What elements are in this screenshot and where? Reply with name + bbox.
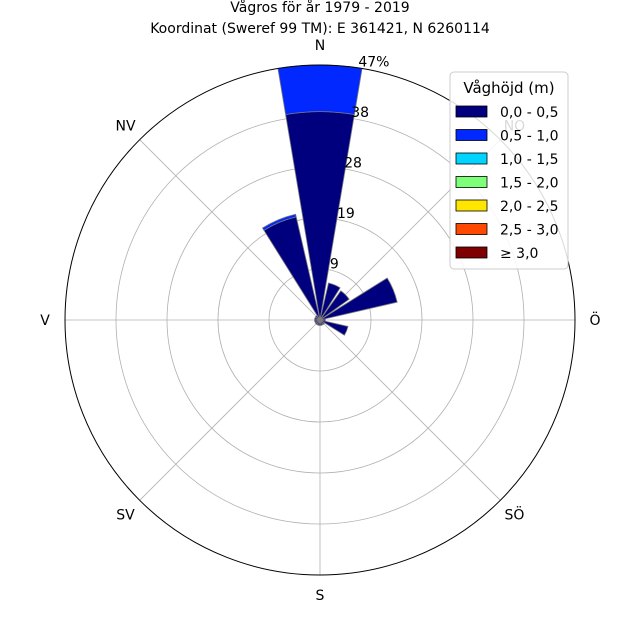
legend-swatch [455, 246, 488, 259]
legend-swatch [455, 105, 488, 118]
legend-label: 0,5 - 1,0 [500, 129, 558, 145]
legend-swatch [455, 152, 488, 165]
outer-circle [64, 64, 576, 576]
direction-label: SV [116, 507, 135, 523]
direction-labels: NNOÖSÖSSVVNV [40, 38, 600, 604]
legend-label: ≥ 3,0 [500, 246, 538, 262]
rose-bar-segment [319, 282, 341, 321]
rose-bar-segment [319, 319, 349, 336]
direction-label: NV [116, 119, 136, 135]
direction-label: N [315, 38, 325, 54]
legend: Våghöjd (m) 0,0 - 0,5 0,5 - 1,0 1,0 - 1,5 1… [449, 71, 569, 270]
legend-frame [449, 71, 569, 270]
direction-label: V [40, 313, 50, 329]
grid-spoke [319, 319, 501, 501]
legend-label: 1,0 - 1,5 [500, 152, 558, 168]
rose-bar-segment [319, 277, 398, 321]
chart-subtitle: Koordinat (Sweref 99 TM): E 361421, N 62… [150, 21, 490, 37]
radial-tick-label: 47% [358, 55, 389, 71]
direction-label: Ö [589, 311, 600, 329]
radial-tick-label: 38 [351, 105, 369, 121]
legend-swatch [455, 176, 488, 188]
direction-label: SÖ [505, 505, 525, 523]
radial-tick-label: 28 [344, 156, 362, 172]
radial-tick-label: 9 [330, 257, 339, 273]
legend-label: 1,5 - 2,0 [500, 176, 558, 192]
legend-label: 0,0 - 0,5 [500, 105, 558, 121]
legend-swatch [455, 199, 488, 212]
direction-label: S [316, 588, 325, 604]
radial-tick-labels: 9 19 28 38 47% [330, 55, 390, 273]
legend-swatch [455, 223, 488, 235]
radial-tick-label: 19 [337, 206, 355, 222]
rose-bar-segment [261, 213, 297, 231]
legend-title: Våghöjd (m) [463, 79, 554, 97]
legend-label: 2,5 - 3,0 [500, 223, 558, 239]
grid-spoke [139, 319, 321, 501]
rose-bar-segment [319, 290, 350, 321]
grid-spoke [139, 139, 321, 321]
chart-title: Vågros för år 1979 - 2019 [230, 0, 409, 16]
rose-bar-segment [277, 64, 363, 115]
legend-swatch [455, 129, 488, 141]
rose-bars [261, 64, 398, 336]
legend-label: 2,0 - 2,5 [500, 199, 558, 215]
